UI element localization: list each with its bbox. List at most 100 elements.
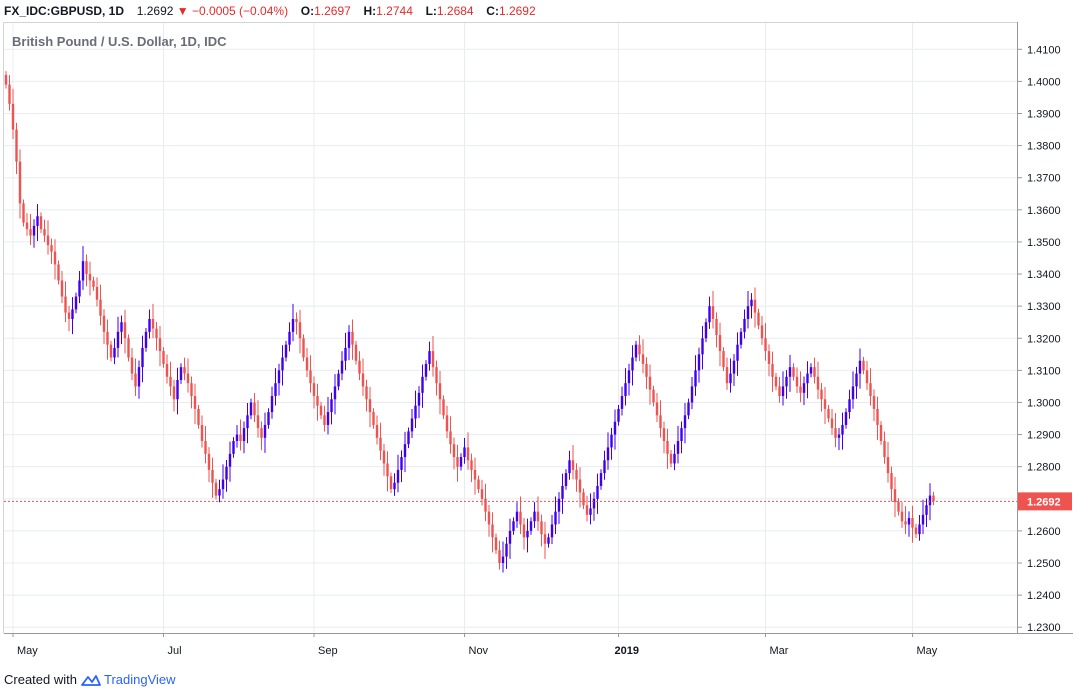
candle-body — [813, 367, 816, 377]
y-tick-label: 1.4000 — [1027, 76, 1061, 88]
tradingview-link[interactable]: TradingView — [81, 672, 176, 687]
candle-body — [421, 376, 424, 393]
candle-body — [400, 457, 403, 470]
candle-body — [718, 335, 722, 352]
price-axis[interactable]: 1.23001.24001.25001.26001.27001.28001.29… — [1018, 44, 1061, 634]
candle-body — [823, 399, 827, 409]
candle-body — [39, 216, 43, 230]
candle-body — [764, 338, 767, 352]
candle-body — [540, 521, 543, 535]
candle-body — [57, 264, 60, 281]
candle-body — [414, 405, 417, 419]
candle-body — [690, 386, 694, 403]
y-tick-label: 1.4100 — [1027, 44, 1061, 56]
last-price: 1.2692 — [136, 4, 174, 18]
candle-body — [102, 315, 106, 332]
candle-body — [907, 518, 911, 525]
y-tick-label: 1.3300 — [1027, 301, 1061, 313]
candle-body — [92, 280, 95, 287]
candle-body — [176, 379, 179, 400]
candle-body — [246, 415, 249, 429]
candle-body — [267, 412, 270, 425]
candle-body — [480, 489, 484, 499]
candle-body — [32, 225, 36, 236]
candle-body — [498, 550, 501, 564]
candle-body — [760, 325, 764, 339]
y-tick-label: 1.3200 — [1027, 333, 1061, 345]
candle-body — [158, 338, 162, 352]
candle-body — [816, 376, 820, 390]
candle-body — [326, 412, 330, 425]
candle-body — [186, 373, 190, 384]
candle-body — [99, 299, 102, 316]
candle-body — [456, 457, 459, 467]
candle-body — [725, 367, 729, 384]
tradingview-brand: TradingView — [103, 672, 176, 687]
candle-body — [200, 424, 204, 441]
candle-body — [928, 495, 932, 506]
candle-body — [46, 235, 50, 246]
candle-body — [197, 408, 200, 425]
candle-body — [694, 370, 697, 387]
candle-body — [18, 161, 22, 204]
candle-body — [736, 344, 739, 361]
candle-body — [484, 498, 487, 512]
candle-body — [883, 440, 886, 458]
change-down-icon: ▼ — [176, 4, 189, 18]
close-label: C: — [486, 4, 499, 18]
candle-body — [631, 357, 634, 371]
candle-body — [781, 386, 785, 397]
candle-body — [921, 514, 925, 525]
candle-body — [298, 322, 302, 339]
candle-body — [571, 460, 575, 470]
candle-body — [585, 505, 589, 515]
time-axis[interactable]: May Jul Sep Nov 2019 Mar May — [12, 633, 938, 657]
candle-body — [312, 383, 316, 397]
candle-body — [592, 498, 596, 509]
y-tick-label: 1.3800 — [1027, 141, 1061, 153]
candle-body — [729, 373, 732, 384]
candle-body — [578, 479, 582, 493]
candle-body — [547, 537, 550, 544]
candle-body — [162, 351, 165, 364]
candle-body — [225, 466, 228, 480]
candle-body — [134, 373, 137, 387]
candle-body — [550, 524, 554, 538]
candle-body — [526, 530, 529, 538]
candle-body — [396, 469, 400, 483]
candle-body — [179, 367, 183, 380]
candle-body — [809, 367, 813, 374]
candle-body — [361, 373, 365, 387]
price-chart[interactable]: 1.23001.24001.25001.26001.27001.28001.29… — [0, 22, 1073, 668]
close-value: 1.2692 — [498, 4, 536, 18]
created-with-label: Created with — [4, 672, 77, 687]
candle-body — [137, 367, 141, 387]
candle-body — [792, 367, 795, 377]
candle-body — [260, 428, 263, 438]
candle-body — [701, 338, 704, 355]
candle-body — [557, 498, 561, 512]
candle-body — [78, 280, 81, 297]
candle-body — [561, 485, 564, 499]
candle-body — [8, 84, 11, 104]
candle-body — [106, 331, 109, 345]
candle-body — [424, 363, 428, 377]
candle-body — [221, 479, 225, 490]
candle-body — [858, 360, 862, 374]
candle-body — [771, 363, 774, 377]
candle-body — [120, 322, 123, 332]
candle-body — [505, 543, 508, 557]
candle-body — [704, 322, 708, 339]
candle-body — [291, 318, 295, 332]
candle-body — [536, 511, 540, 522]
high-value: 1.2744 — [376, 4, 413, 18]
candle-body — [641, 354, 645, 364]
candle-body — [603, 460, 606, 474]
candle-body — [323, 415, 326, 425]
candle-body — [22, 203, 25, 223]
candle-body — [340, 360, 344, 374]
y-tick-label: 1.3500 — [1027, 237, 1061, 249]
candle-body — [242, 428, 246, 441]
candle-body — [466, 447, 470, 461]
x-tick-label: Nov — [469, 645, 489, 657]
